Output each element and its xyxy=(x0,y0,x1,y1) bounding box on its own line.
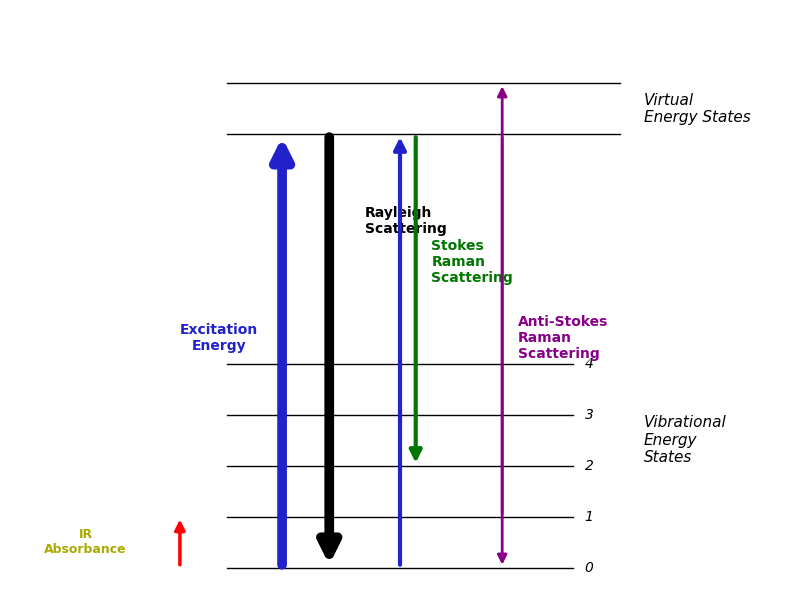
Text: 0: 0 xyxy=(585,560,594,575)
Text: IR
Absorbance: IR Absorbance xyxy=(44,528,127,556)
Text: Vibrational
Energy
States: Vibrational Energy States xyxy=(644,415,726,465)
Text: 4: 4 xyxy=(585,357,594,371)
Text: Stokes
Raman
Scattering: Stokes Raman Scattering xyxy=(431,239,513,285)
Text: Rayleigh
Scattering: Rayleigh Scattering xyxy=(365,206,446,236)
Text: 2: 2 xyxy=(585,458,594,473)
Text: Virtual
Energy States: Virtual Energy States xyxy=(644,92,750,125)
Text: 3: 3 xyxy=(585,407,594,422)
Text: 1: 1 xyxy=(585,509,594,524)
Text: Excitation
Energy: Excitation Energy xyxy=(180,323,258,353)
Text: Anti-Stokes
Raman
Scattering: Anti-Stokes Raman Scattering xyxy=(518,315,608,361)
